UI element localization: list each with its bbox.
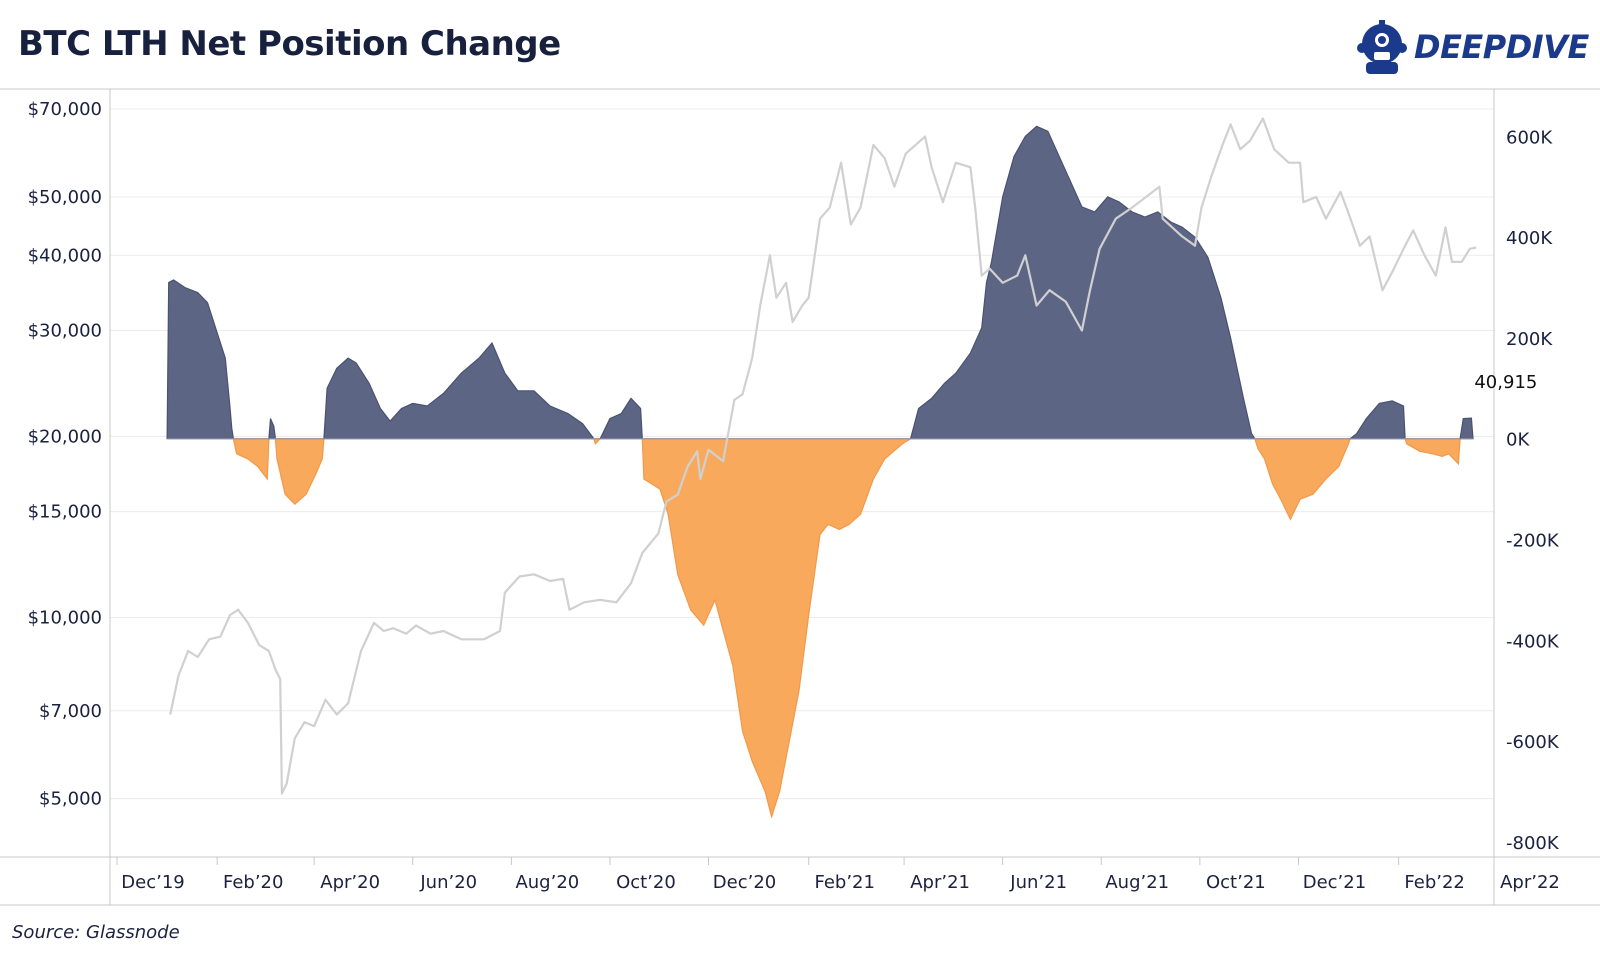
- x-tick-label: Oct’20: [616, 872, 676, 893]
- y-right-tick-label: 400K: [1506, 228, 1553, 249]
- diving-helmet-icon: [1357, 20, 1407, 74]
- y-left-tick-label: $5,000: [39, 789, 102, 810]
- brand-logo: DEEPDIVE: [1352, 18, 1592, 80]
- x-tick-label: Jun’21: [1009, 872, 1067, 893]
- x-tick-label: Dec’19: [121, 872, 184, 893]
- x-tick-label: Dec’21: [1303, 872, 1366, 893]
- x-tick-label: Aug’21: [1105, 872, 1169, 893]
- latest-value-annotation: 40,915: [1474, 372, 1537, 393]
- y-left-tick-label: $50,000: [28, 187, 102, 208]
- axes: [0, 88, 1600, 906]
- x-tick-label: Apr’22: [1500, 872, 1560, 893]
- net-position-positive-area: [1348, 400, 1406, 440]
- y-left-tick-label: $40,000: [28, 245, 102, 266]
- x-tick-label: Oct’21: [1206, 872, 1266, 893]
- y-right-tick-label: -800K: [1506, 833, 1560, 854]
- net-position-positive-area: [166, 279, 235, 440]
- net-position-negative-area: [274, 438, 325, 506]
- y-left-tick-label: $15,000: [28, 502, 102, 523]
- brand-word-a: DEEP: [1414, 28, 1506, 66]
- brand-wordmark: DEEPDIVE: [1414, 28, 1589, 66]
- y-right-tick-label: 0K: [1506, 430, 1530, 451]
- net-position-positive-area: [909, 125, 1256, 440]
- price-line-layer: [169, 117, 1477, 795]
- y-right-tick-label: 600K: [1506, 127, 1553, 148]
- y-right-tick-label: -400K: [1506, 631, 1560, 652]
- net-position-areas: [166, 125, 1474, 819]
- y-right-tick-label: -600K: [1506, 732, 1560, 753]
- btc-price-line: [169, 117, 1477, 795]
- x-tick-label: Feb’20: [223, 872, 284, 893]
- y-right-tick-label: -200K: [1506, 531, 1560, 552]
- chart-title: BTC LTH Net Position Change: [18, 24, 561, 64]
- net-position-negative-area: [592, 438, 602, 445]
- tick-labels: $70,000 $50,000 $40,000 $30,000 $20,000 $15,0…: [28, 99, 1560, 893]
- y-left-tick-label: $7,000: [39, 701, 102, 722]
- x-tick-label: Feb’21: [814, 872, 875, 893]
- y-left-tick-label: $70,000: [28, 99, 102, 120]
- x-tick-label: Feb’22: [1404, 872, 1465, 893]
- x-tick-label: Apr’20: [320, 872, 380, 893]
- net-position-positive-area: [268, 418, 277, 440]
- net-position-negative-area: [641, 438, 913, 819]
- net-position-negative-area: [1404, 438, 1461, 466]
- x-tick-label: Dec’20: [713, 872, 776, 893]
- net-position-negative-area: [232, 438, 270, 481]
- x-tick-label: Apr’21: [910, 872, 970, 893]
- net-position-negative-area: [1253, 438, 1352, 521]
- y-left-tick-label: $10,000: [28, 608, 102, 629]
- x-tick-label: Aug’20: [515, 872, 579, 893]
- x-tick-label: Jun’20: [419, 872, 477, 893]
- y-left-tick-label: $30,000: [28, 320, 102, 341]
- y-right-tick-label: 200K: [1506, 329, 1553, 350]
- brand-word-b: DIVE: [1505, 28, 1590, 66]
- net-position-positive-area: [1459, 417, 1474, 440]
- source-note: Source: Glassnode: [12, 922, 180, 943]
- y-left-tick-label: $20,000: [28, 426, 102, 447]
- net-position-positive-area: [323, 341, 595, 440]
- net-position-positive-area: [599, 397, 643, 440]
